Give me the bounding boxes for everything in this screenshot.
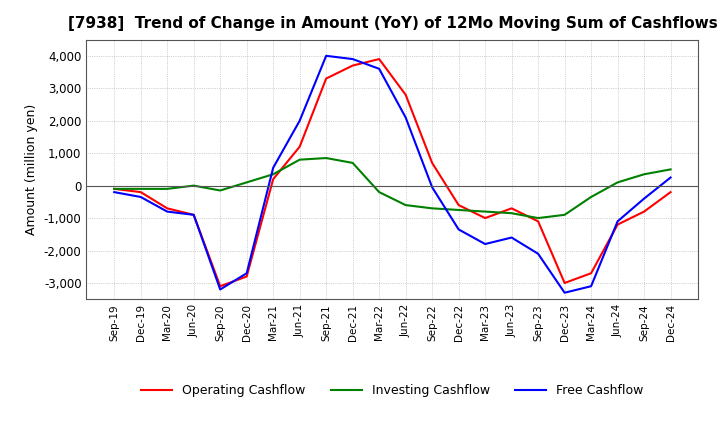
Operating Cashflow — [666, 190, 675, 195]
Operating Cashflow — [136, 190, 145, 195]
Operating Cashflow — [613, 222, 622, 227]
Free Cashflow — [508, 235, 516, 240]
Operating Cashflow — [189, 212, 198, 217]
Operating Cashflow — [428, 160, 436, 165]
Investing Cashflow — [481, 209, 490, 214]
Free Cashflow — [295, 118, 304, 123]
Operating Cashflow — [454, 202, 463, 208]
Free Cashflow — [243, 271, 251, 276]
Free Cashflow — [110, 190, 119, 195]
Title: [7938]  Trend of Change in Amount (YoY) of 12Mo Moving Sum of Cashflows: [7938] Trend of Change in Amount (YoY) o… — [68, 16, 717, 32]
Investing Cashflow — [216, 188, 225, 193]
Operating Cashflow — [269, 176, 277, 182]
Free Cashflow — [401, 115, 410, 120]
Free Cashflow — [587, 284, 595, 289]
Operating Cashflow — [110, 186, 119, 191]
Investing Cashflow — [666, 167, 675, 172]
Operating Cashflow — [481, 216, 490, 221]
Investing Cashflow — [613, 180, 622, 185]
Investing Cashflow — [189, 183, 198, 188]
Investing Cashflow — [587, 194, 595, 200]
Free Cashflow — [375, 66, 384, 71]
Free Cashflow — [613, 219, 622, 224]
Investing Cashflow — [295, 157, 304, 162]
Legend: Operating Cashflow, Investing Cashflow, Free Cashflow: Operating Cashflow, Investing Cashflow, … — [136, 379, 649, 402]
Operating Cashflow — [534, 219, 542, 224]
Free Cashflow — [322, 53, 330, 59]
Investing Cashflow — [136, 186, 145, 191]
Operating Cashflow — [163, 205, 171, 211]
Operating Cashflow — [348, 63, 357, 68]
Free Cashflow — [666, 175, 675, 180]
Investing Cashflow — [348, 160, 357, 165]
Investing Cashflow — [322, 155, 330, 161]
Investing Cashflow — [640, 172, 649, 177]
Operating Cashflow — [295, 144, 304, 149]
Investing Cashflow — [269, 172, 277, 177]
Free Cashflow — [216, 287, 225, 292]
Investing Cashflow — [401, 202, 410, 208]
Line: Investing Cashflow: Investing Cashflow — [114, 158, 670, 218]
Investing Cashflow — [163, 186, 171, 191]
Operating Cashflow — [375, 56, 384, 62]
Y-axis label: Amount (million yen): Amount (million yen) — [25, 104, 38, 235]
Free Cashflow — [348, 56, 357, 62]
Free Cashflow — [534, 251, 542, 257]
Operating Cashflow — [560, 280, 569, 286]
Investing Cashflow — [375, 190, 384, 195]
Line: Operating Cashflow: Operating Cashflow — [114, 59, 670, 286]
Free Cashflow — [640, 196, 649, 201]
Operating Cashflow — [587, 271, 595, 276]
Free Cashflow — [189, 212, 198, 217]
Operating Cashflow — [243, 274, 251, 279]
Operating Cashflow — [322, 76, 330, 81]
Investing Cashflow — [534, 216, 542, 221]
Free Cashflow — [454, 227, 463, 232]
Operating Cashflow — [640, 209, 649, 214]
Investing Cashflow — [243, 180, 251, 185]
Investing Cashflow — [508, 211, 516, 216]
Investing Cashflow — [428, 205, 436, 211]
Free Cashflow — [428, 185, 436, 190]
Operating Cashflow — [508, 205, 516, 211]
Investing Cashflow — [110, 186, 119, 191]
Investing Cashflow — [560, 212, 569, 217]
Investing Cashflow — [454, 207, 463, 213]
Operating Cashflow — [401, 92, 410, 97]
Operating Cashflow — [216, 284, 225, 289]
Line: Free Cashflow: Free Cashflow — [114, 56, 670, 293]
Free Cashflow — [163, 209, 171, 214]
Free Cashflow — [560, 290, 569, 295]
Free Cashflow — [269, 165, 277, 170]
Free Cashflow — [136, 194, 145, 200]
Free Cashflow — [481, 242, 490, 247]
